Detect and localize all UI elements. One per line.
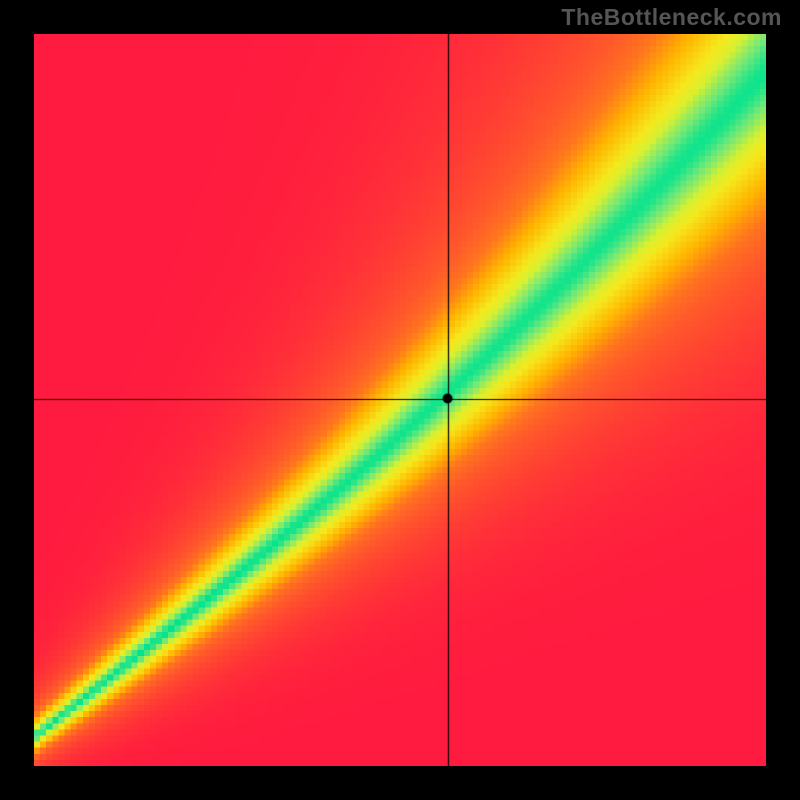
- watermark-text: TheBottleneck.com: [561, 4, 782, 31]
- chart-container: TheBottleneck.com: [0, 0, 800, 800]
- crosshair-overlay: [34, 34, 766, 766]
